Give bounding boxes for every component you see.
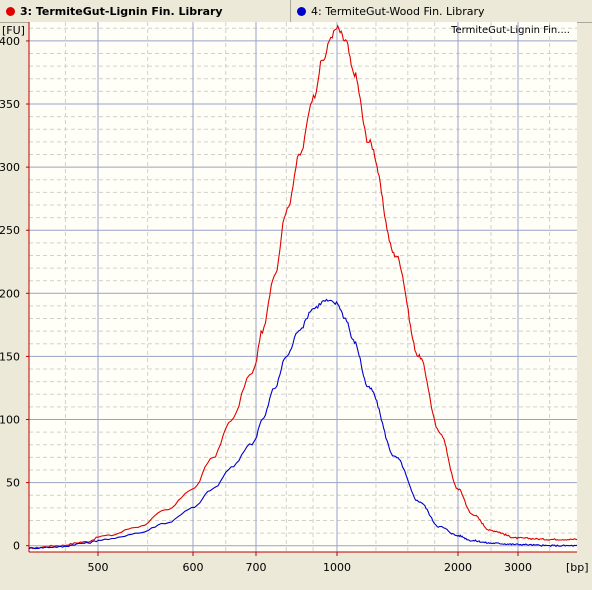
tab-bar: 3: TermiteGut-Lignin Fin. Library 4: Ter… [0,0,592,23]
y-tick-label: 50 [6,477,20,490]
electropherogram-chart: 0 50 100 150 200 250 300 350 400 500 600 700 1000 200… [0,22,592,586]
y-tick-label: 150 [0,350,20,363]
x-tick-label: 2000 [444,561,472,574]
red-dot-icon [6,6,15,16]
y-tick-label: 100 [0,414,20,427]
x-tick-label: 500 [88,561,109,574]
legend-text: TermiteGut-Lignin Fin.... [450,25,570,36]
grid [29,22,577,552]
y-tick-label: 250 [0,224,20,237]
blue-dot-icon [297,6,306,16]
x-tick-label: 600 [183,561,204,574]
plot-background [29,22,577,552]
y-tick-label: 300 [0,161,20,174]
y-tick-label: 200 [0,287,20,300]
series-line-wood [28,298,578,550]
series-line-lignin [29,24,578,550]
tab-lignin-library[interactable]: 3: TermiteGut-Lignin Fin. Library [0,0,290,22]
x-tick-label: 700 [246,561,267,574]
tab-wood-library[interactable]: 4: TermiteGut-Wood Fin. Library [290,0,592,22]
y-axis-label: [FU] [2,24,25,37]
tab-label: 4: TermiteGut-Wood Fin. Library [311,4,485,18]
y-tick-label: 400 [0,35,20,48]
tab-label: 3: TermiteGut-Lignin Fin. Library [20,4,223,18]
axes: 0 50 100 150 200 250 300 350 400 500 600 700 1000 200… [0,22,577,574]
x-axis-label: [bp] [566,561,589,574]
y-tick-label: 350 [0,98,20,111]
y-tick-label: 0 [13,540,20,553]
series-group [28,24,578,550]
x-tick-label: 1000 [323,561,351,574]
chart-svg: 0 50 100 150 200 250 300 350 400 500 600 700 1000 200… [0,22,589,574]
x-tick-label: 3000 [504,561,532,574]
